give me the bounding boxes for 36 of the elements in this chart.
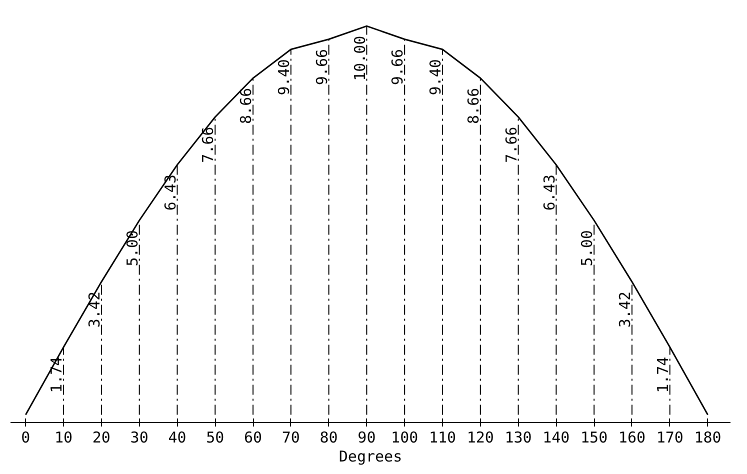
x-tick-label: 110 xyxy=(428,428,456,446)
x-tick-label: 120 xyxy=(466,428,494,446)
x-tick-label: 40 xyxy=(168,428,186,446)
data-label: 5.00 xyxy=(123,230,142,266)
x-tick-label: 80 xyxy=(320,428,338,446)
x-tick-label: 170 xyxy=(656,428,684,446)
data-label: 1.74 xyxy=(654,356,672,393)
data-label: 10.00 xyxy=(350,36,369,81)
x-tick-label: 150 xyxy=(580,428,608,446)
x-tick-label: 100 xyxy=(391,428,418,446)
x-axis-title: Degrees xyxy=(338,448,402,466)
x-tick-label: 140 xyxy=(542,428,570,446)
x-tick-label: 0 xyxy=(21,428,30,446)
x-tick-label: 30 xyxy=(130,428,148,446)
x-tick-label: 60 xyxy=(244,428,262,446)
data-label: 8.66 xyxy=(464,88,482,124)
data-label: 9.40 xyxy=(426,59,445,96)
x-tick-label: 130 xyxy=(504,428,532,446)
data-label: 5.00 xyxy=(578,230,596,266)
data-label: 7.66 xyxy=(199,126,218,163)
data-label: 6.43 xyxy=(540,174,558,211)
data-label: 3.42 xyxy=(86,292,104,328)
data-label: 8.66 xyxy=(237,88,256,124)
x-tick-label: 180 xyxy=(694,428,722,446)
data-label: 9.40 xyxy=(275,59,294,96)
x-tick-label: 10 xyxy=(54,428,73,446)
data-label: 3.42 xyxy=(616,292,634,328)
x-tick-label: 50 xyxy=(206,428,224,446)
data-label: 7.66 xyxy=(502,126,520,163)
x-tick-label: 20 xyxy=(92,428,110,446)
x-tick-label: 160 xyxy=(618,428,646,446)
x-tick-label: 70 xyxy=(282,428,300,446)
data-label: 9.66 xyxy=(312,48,331,86)
data-label: 6.43 xyxy=(161,174,180,211)
x-tick-label: 90 xyxy=(358,428,376,446)
data-label: 9.66 xyxy=(388,48,407,86)
